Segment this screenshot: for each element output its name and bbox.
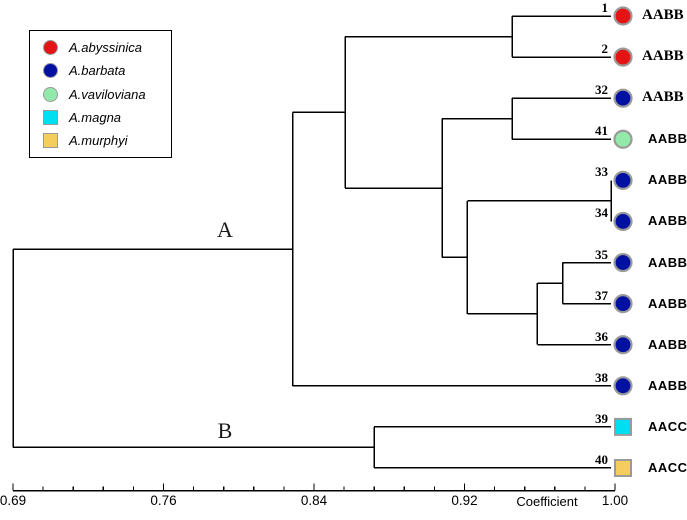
leaf-number: 34 <box>595 205 608 221</box>
leaf-number: 35 <box>595 246 608 262</box>
legend-marker-square-icon <box>43 132 58 148</box>
legend-item: A.barbata <box>43 59 171 82</box>
leaf-number: 40 <box>595 451 608 467</box>
genome-label: AACC <box>648 418 687 434</box>
genome-label: AABB <box>642 48 684 65</box>
cluster-a-label: A <box>217 217 233 242</box>
axis-title: Coefficient <box>516 494 578 509</box>
cluster-b-label: B <box>217 418 233 443</box>
legend-label: A.barbata <box>69 63 126 79</box>
leaf-marker-circle-icon <box>613 88 633 108</box>
leaf-marker-circle-icon <box>613 294 633 314</box>
leaf-marker-circle-icon <box>613 376 633 396</box>
legend-marker-circle-icon <box>43 86 58 102</box>
axis-tick-label: 0.92 <box>451 493 478 508</box>
legend-item: A.abyssinica <box>43 36 171 59</box>
leaf-number: 37 <box>595 287 608 303</box>
leaf-marker-circle-icon <box>613 335 633 355</box>
genome-label: AABB <box>648 172 687 188</box>
legend-item: A.murphyi <box>43 129 171 152</box>
legend-marker-square-icon <box>43 109 58 125</box>
leaf-number: 41 <box>595 123 608 139</box>
legend-item: A.magna <box>43 106 171 129</box>
legend-label: A.abyssinica <box>69 40 142 56</box>
leaf-number: 1 <box>601 0 609 15</box>
legend: A.abyssinica A.barbata A.vaviloviana A.m… <box>29 30 172 158</box>
legend-label: A.vaviloviana <box>69 86 146 102</box>
axis-tick-label: 0.84 <box>300 493 328 508</box>
legend-marker-circle-icon <box>43 40 58 56</box>
leaf-marker-circle-icon <box>613 6 633 26</box>
legend-label: A.murphyi <box>69 132 128 148</box>
axis-tick-label: 1.00 <box>601 493 629 508</box>
leaf-marker-circle-icon <box>613 170 633 190</box>
leaf-marker-circle-icon <box>613 47 633 67</box>
leaf-number: 36 <box>595 328 608 344</box>
leaf-number: 33 <box>595 164 608 180</box>
leaf-number: 39 <box>595 410 608 426</box>
leaf-marker-circle-icon <box>613 252 633 273</box>
axis-tick-label: 0.69 <box>0 493 27 508</box>
leaf-marker-square-icon <box>614 458 632 477</box>
genome-label: AABB <box>642 89 684 106</box>
genome-label: AACC <box>648 459 687 475</box>
leaf-number: 38 <box>595 369 608 385</box>
leaf-marker-circle-icon <box>613 129 633 149</box>
genome-label: AABB <box>648 295 687 311</box>
leaf-marker-circle-icon <box>613 211 633 232</box>
leaf-number: 32 <box>595 82 608 98</box>
axis-tick-label: 0.76 <box>150 493 177 508</box>
legend-label: A.magna <box>69 109 122 125</box>
genome-label: AABB <box>648 213 687 229</box>
legend-item: A.vaviloviana <box>43 82 171 105</box>
leaf-marker-square-icon <box>614 417 632 436</box>
genome-label: AABB <box>648 131 687 147</box>
genome-label: AABB <box>648 254 687 270</box>
legend-marker-circle-icon <box>43 63 58 79</box>
leaf-number: 2 <box>601 41 609 57</box>
genome-label: AABB <box>642 7 684 23</box>
genome-label: AABB <box>648 336 687 352</box>
genome-label: AABB <box>648 377 687 393</box>
